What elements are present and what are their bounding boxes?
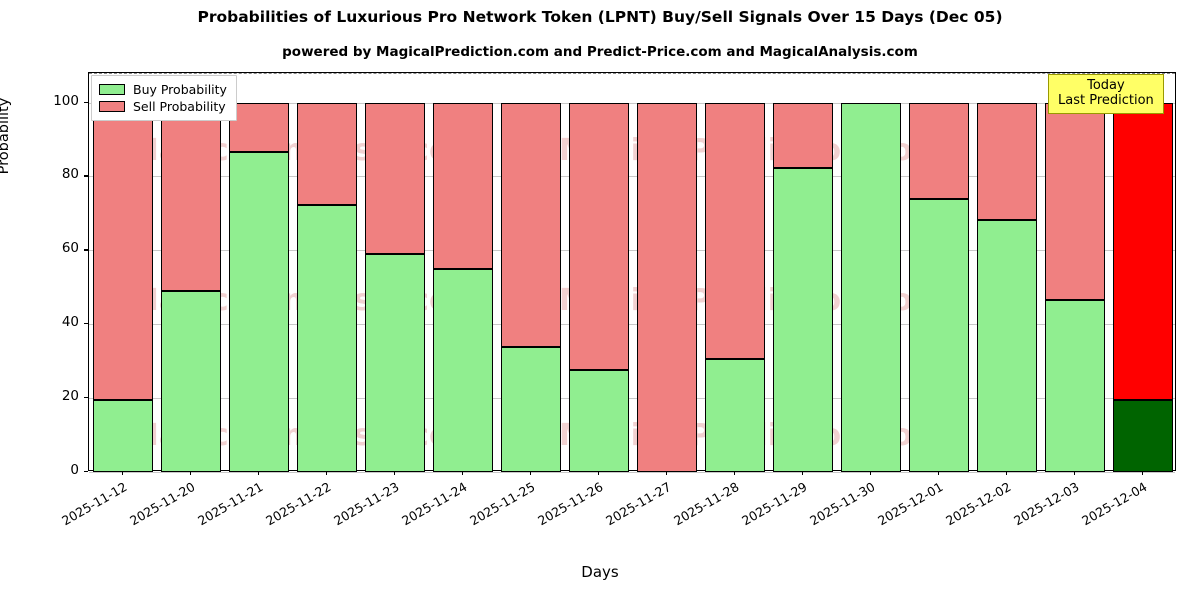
x-tick-mark — [258, 471, 260, 475]
y-axis-label: Probability — [0, 97, 12, 175]
bar-group[interactable] — [637, 73, 697, 472]
bar-group[interactable] — [365, 73, 425, 472]
x-tick-mark — [122, 471, 124, 475]
bar-group[interactable] — [161, 73, 221, 472]
bar-segment-buy[interactable] — [705, 358, 765, 472]
gridline-y-20 — [89, 398, 1175, 400]
bar-segment-buy[interactable] — [501, 347, 561, 472]
legend-item[interactable]: Sell Probability — [99, 98, 227, 115]
bar-segment-sell[interactable] — [1045, 102, 1105, 300]
y-tick-label: 100 — [53, 92, 79, 109]
chart-subtitle: powered by MagicalPrediction.com and Pre… — [282, 44, 918, 60]
bar-segment-sell[interactable] — [773, 102, 833, 169]
bar-segment-sell[interactable] — [93, 102, 153, 400]
x-tick-label: 2025-11-12 — [59, 479, 130, 529]
bar-group[interactable] — [1045, 73, 1105, 472]
bar-segment-buy[interactable] — [909, 198, 969, 472]
x-tick-mark — [598, 471, 600, 475]
y-tick-mark — [84, 471, 88, 473]
legend-swatch — [99, 84, 125, 95]
x-tick-mark — [734, 471, 736, 475]
bar-segment-sell[interactable] — [637, 102, 697, 472]
bar-group[interactable] — [433, 73, 493, 472]
bar-group[interactable] — [569, 73, 629, 472]
today-annotation-line1: Today — [1087, 78, 1125, 93]
y-tick-mark — [84, 323, 88, 325]
x-axis-label: Days — [581, 563, 619, 581]
y-tick-mark — [84, 101, 88, 103]
bar-group[interactable] — [705, 73, 765, 472]
y-tick-label: 20 — [61, 388, 79, 405]
bar-segment-buy[interactable] — [1113, 399, 1173, 472]
bar-segment-sell[interactable] — [909, 102, 969, 199]
x-tick-mark — [394, 471, 396, 475]
bar-group[interactable] — [773, 73, 833, 472]
bar-segment-sell[interactable] — [705, 102, 765, 359]
gridline-y-40 — [89, 324, 1175, 326]
bar-group[interactable] — [1113, 73, 1173, 472]
y-tick-mark — [84, 249, 88, 251]
x-tick-mark — [870, 471, 872, 475]
x-tick-mark — [1142, 471, 1144, 475]
gridline-y-60 — [89, 250, 1175, 252]
x-tick-mark — [1074, 471, 1076, 475]
limit-line — [89, 73, 1175, 74]
bar-segment-sell[interactable] — [569, 102, 629, 370]
bar-segment-buy[interactable] — [433, 269, 493, 472]
bar-group[interactable] — [909, 73, 969, 472]
gridline-y-0 — [89, 472, 1175, 473]
legend-item[interactable]: Buy Probability — [99, 81, 227, 98]
today-annotation: Today Last Prediction — [1048, 74, 1164, 114]
bar-segment-buy[interactable] — [977, 220, 1037, 472]
bar-group[interactable] — [501, 73, 561, 472]
legend: Buy Probability Sell Probability — [91, 75, 237, 121]
bar-segment-sell[interactable] — [1113, 102, 1173, 400]
x-tick-mark — [1006, 471, 1008, 475]
x-tick-mark — [938, 471, 940, 475]
x-tick-mark — [666, 471, 668, 475]
bar-segment-sell[interactable] — [229, 102, 289, 152]
x-tick-mark — [462, 471, 464, 475]
bar-group[interactable] — [297, 73, 357, 472]
bar-segment-sell[interactable] — [977, 102, 1037, 221]
bar-segment-buy[interactable] — [841, 102, 901, 472]
y-tick-label: 40 — [61, 314, 79, 331]
bar-segment-sell[interactable] — [501, 102, 561, 348]
page-title: Probabilities of Luxurious Pro Network T… — [197, 8, 1003, 26]
bar-group[interactable] — [229, 73, 289, 472]
bar-group[interactable] — [977, 73, 1037, 472]
bar-segment-sell[interactable] — [161, 102, 221, 291]
bar-group[interactable] — [93, 73, 153, 472]
legend-label: Sell Probability — [133, 99, 226, 114]
legend-swatch — [99, 101, 125, 112]
bar-segment-buy[interactable] — [161, 290, 221, 472]
x-tick-mark — [326, 471, 328, 475]
bar-segment-buy[interactable] — [1045, 299, 1105, 472]
plot-area: MagicalAnalysis.comMagicalPrediction.com… — [88, 72, 1176, 473]
bar-layer — [89, 73, 1175, 472]
gridline-y-80 — [89, 176, 1175, 178]
bar-segment-buy[interactable] — [93, 399, 153, 472]
bar-segment-buy[interactable] — [297, 204, 357, 472]
bar-segment-sell[interactable] — [297, 102, 357, 205]
bar-segment-sell[interactable] — [433, 102, 493, 270]
bar-segment-sell[interactable] — [365, 102, 425, 254]
x-tick-mark — [530, 471, 532, 475]
x-tick-mark — [190, 471, 192, 475]
y-tick-mark — [84, 397, 88, 399]
y-tick-label: 80 — [61, 166, 79, 183]
today-annotation-line2: Last Prediction — [1058, 93, 1154, 109]
gridline-y-100 — [89, 102, 1175, 104]
bar-segment-buy[interactable] — [773, 168, 833, 472]
x-tick-mark — [802, 471, 804, 475]
bar-segment-buy[interactable] — [569, 369, 629, 472]
y-tick-label: 0 — [70, 462, 79, 478]
bar-segment-buy[interactable] — [365, 253, 425, 472]
y-tick-label: 60 — [61, 240, 79, 257]
legend-label: Buy Probability — [133, 82, 227, 97]
bar-group[interactable] — [841, 73, 901, 472]
bar-segment-buy[interactable] — [229, 151, 289, 472]
y-tick-mark — [84, 175, 88, 177]
